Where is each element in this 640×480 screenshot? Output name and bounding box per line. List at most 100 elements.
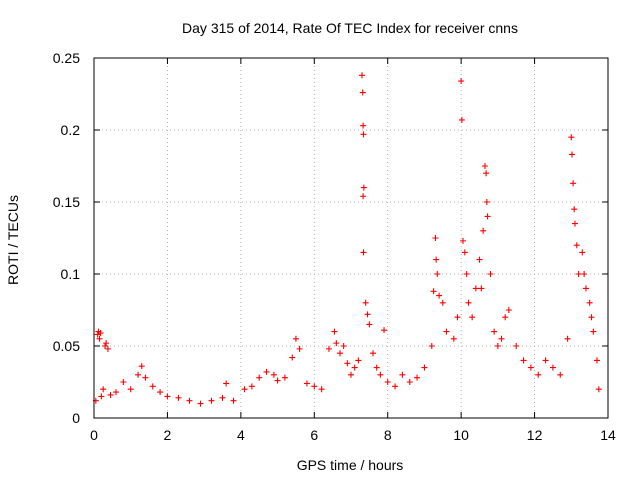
data-point bbox=[520, 357, 527, 364]
data-point bbox=[351, 364, 358, 371]
data-point bbox=[443, 328, 450, 335]
data-point bbox=[311, 383, 318, 390]
data-point bbox=[505, 307, 512, 313]
data-point bbox=[459, 237, 466, 244]
data-point bbox=[127, 386, 134, 393]
data-point bbox=[494, 343, 501, 349]
data-point bbox=[175, 394, 182, 401]
data-point bbox=[142, 374, 149, 381]
data-point bbox=[377, 371, 384, 378]
data-point bbox=[219, 394, 226, 401]
data-point bbox=[432, 235, 439, 241]
data-point bbox=[256, 374, 263, 381]
data-point bbox=[384, 379, 391, 385]
data-point bbox=[373, 364, 380, 371]
data-point bbox=[487, 271, 494, 277]
data-point bbox=[303, 380, 310, 387]
data-point bbox=[571, 206, 578, 213]
plot-frame bbox=[93, 57, 609, 419]
data-points bbox=[92, 72, 602, 407]
data-point bbox=[513, 343, 520, 349]
data-point bbox=[98, 393, 105, 400]
data-point bbox=[186, 397, 193, 404]
y-tick-label: 0.15 bbox=[53, 194, 80, 210]
data-point bbox=[406, 379, 413, 385]
data-point bbox=[348, 371, 354, 378]
data-point bbox=[454, 314, 461, 321]
data-point bbox=[360, 249, 367, 256]
data-point bbox=[564, 335, 571, 342]
data-point bbox=[569, 151, 576, 158]
x-tick-label: 0 bbox=[90, 427, 98, 443]
data-point bbox=[463, 271, 470, 277]
x-tick-label: 2 bbox=[164, 427, 172, 443]
data-point bbox=[527, 364, 534, 371]
y-tick-label: 0.05 bbox=[53, 338, 80, 354]
data-point bbox=[120, 379, 127, 385]
data-point bbox=[360, 193, 367, 200]
data-point bbox=[581, 271, 588, 277]
data-point bbox=[381, 327, 388, 334]
data-point bbox=[588, 314, 595, 321]
data-point bbox=[502, 314, 509, 321]
x-tick-label: 14 bbox=[600, 427, 616, 443]
data-point bbox=[340, 343, 347, 349]
data-point bbox=[557, 371, 564, 378]
data-point bbox=[230, 397, 237, 404]
data-point bbox=[102, 343, 109, 349]
x-tick-label: 8 bbox=[384, 427, 392, 443]
data-point bbox=[103, 340, 110, 347]
data-point bbox=[414, 374, 421, 381]
data-point bbox=[274, 377, 281, 384]
data-point bbox=[483, 199, 490, 205]
data-point bbox=[436, 292, 443, 299]
y-tick-label: 0 bbox=[72, 410, 80, 426]
data-point bbox=[104, 345, 111, 352]
data-point bbox=[579, 249, 586, 256]
data-point bbox=[107, 391, 114, 398]
data-point bbox=[549, 364, 556, 371]
data-point bbox=[399, 371, 406, 378]
data-point bbox=[94, 331, 101, 338]
x-tick-label: 4 bbox=[237, 427, 245, 443]
data-point bbox=[97, 330, 104, 337]
x-tick-label: 10 bbox=[453, 427, 469, 443]
data-point bbox=[289, 354, 296, 361]
data-point bbox=[433, 256, 440, 263]
data-point bbox=[318, 386, 325, 393]
x-axis-label: GPS time / hours bbox=[297, 457, 404, 473]
data-point bbox=[469, 314, 476, 321]
y-tick-label: 0.1 bbox=[61, 266, 81, 282]
data-point bbox=[498, 335, 505, 342]
data-point bbox=[571, 220, 578, 227]
data-point bbox=[472, 285, 479, 292]
data-point bbox=[392, 383, 399, 390]
data-point bbox=[370, 350, 377, 357]
y-axis-label: ROTI / TECUs bbox=[5, 195, 21, 285]
data-point bbox=[135, 371, 142, 378]
data-point bbox=[359, 89, 366, 96]
data-point bbox=[325, 345, 332, 352]
data-point bbox=[484, 213, 491, 220]
data-point bbox=[568, 134, 575, 141]
data-point bbox=[590, 328, 597, 335]
data-point bbox=[461, 249, 468, 256]
data-point bbox=[296, 345, 303, 352]
data-point bbox=[241, 386, 248, 393]
data-point bbox=[542, 357, 549, 364]
data-point bbox=[586, 299, 593, 306]
data-point bbox=[465, 299, 472, 306]
data-point bbox=[344, 360, 351, 367]
data-point bbox=[428, 343, 435, 349]
data-point bbox=[336, 350, 343, 357]
data-point bbox=[223, 380, 230, 387]
data-point bbox=[360, 184, 367, 191]
data-point bbox=[491, 328, 498, 335]
y-tick-label: 0.25 bbox=[53, 50, 80, 66]
x-tick-label: 12 bbox=[527, 427, 543, 443]
data-point bbox=[164, 393, 171, 400]
data-point bbox=[263, 368, 270, 375]
data-point bbox=[430, 288, 437, 295]
data-point bbox=[248, 383, 255, 390]
